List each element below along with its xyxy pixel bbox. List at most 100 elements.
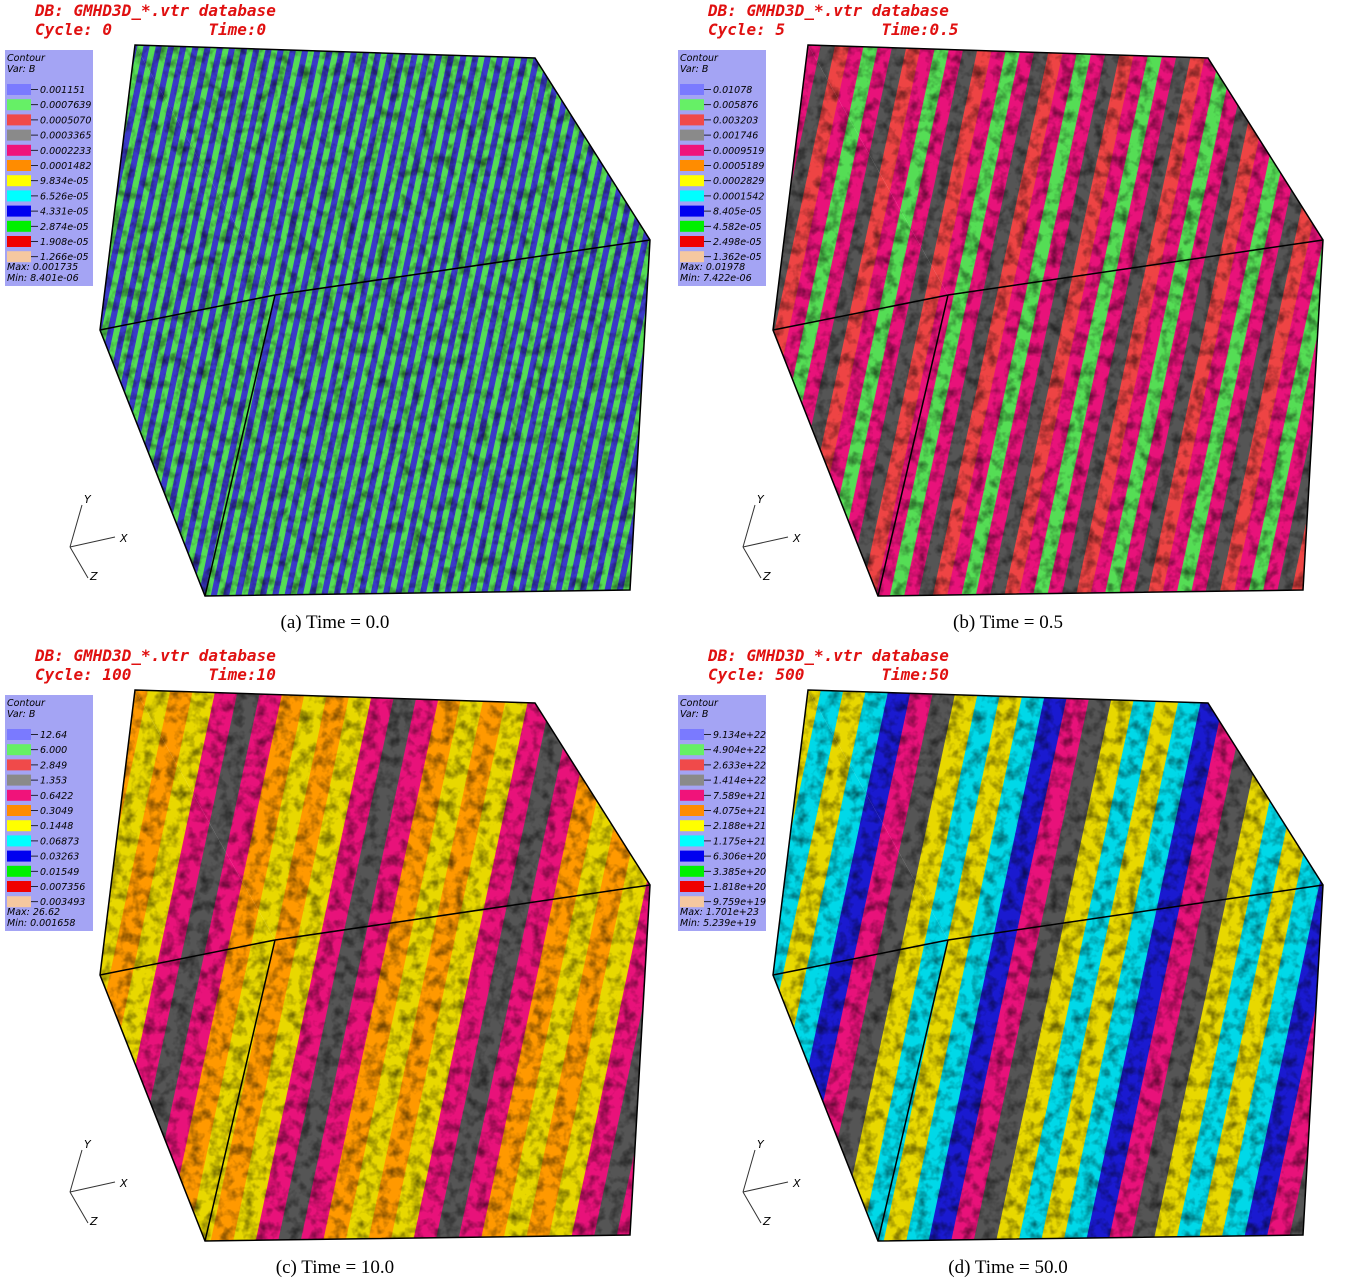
axis-triad-line — [743, 505, 755, 547]
db-header: Cycle: 5 Time:0.5 — [708, 20, 958, 39]
axis-triad-line — [70, 1192, 88, 1223]
cube-render — [100, 45, 650, 596]
caption: (d) Time = 50.0 — [948, 1257, 1067, 1278]
legend-level: 1.414e+22 — [713, 776, 766, 787]
legend-level: 0.01549 — [40, 867, 79, 878]
legend-level: 4.331e-05 — [40, 207, 89, 218]
axis-triad-label: Z — [762, 1215, 771, 1228]
legend-variable: Var: B — [680, 709, 708, 720]
db-header: DB: GMHD3D_*.vtr database — [707, 646, 949, 665]
legend-level: 0.005876 — [713, 100, 758, 111]
axis-triad-line — [70, 537, 115, 547]
legend-swatch — [680, 851, 704, 862]
legend-swatch — [680, 190, 704, 201]
axis-triad-line — [70, 1182, 115, 1192]
caption: (a) Time = 0.0 — [281, 612, 390, 633]
legend-max: Max: 0.01978 — [680, 262, 745, 273]
legend-level: 1.175e+21 — [713, 836, 766, 847]
legend-swatch — [7, 744, 31, 755]
legend-swatch — [7, 790, 31, 801]
legend-swatch — [680, 744, 704, 755]
legend-level: 0.0003365 — [40, 131, 91, 142]
legend-swatch — [680, 221, 704, 232]
legend-level: 0.0002829 — [713, 176, 764, 187]
axis-triad-label: Y — [84, 493, 92, 506]
legend-level: 0.06873 — [40, 836, 79, 847]
legend-level: 0.1448 — [40, 821, 73, 832]
legend-swatch — [7, 759, 31, 770]
axis-triad-line — [743, 1182, 788, 1192]
legend-swatch — [7, 851, 31, 862]
legend-level: 0.0001542 — [713, 191, 764, 202]
legend-level: 0.007356 — [40, 882, 85, 893]
legend-max: Max: 1.701e+23 — [680, 907, 759, 918]
cube-render — [100, 690, 650, 1241]
legend-level: 2.188e+21 — [713, 821, 766, 832]
legend-level: 0.3049 — [40, 806, 73, 817]
legend-swatch — [7, 206, 31, 217]
legend-level: 8.405e-05 — [713, 207, 762, 218]
axis-triad-label: Z — [89, 1215, 98, 1228]
legend-level: 0.0002233 — [40, 146, 91, 157]
legend-level: 9.134e+22 — [713, 730, 766, 741]
axis-triad-label: X — [119, 532, 128, 545]
caption: (c) Time = 10.0 — [276, 1257, 394, 1278]
axis-triad-line — [743, 1192, 761, 1223]
legend-level: 0.03263 — [40, 852, 79, 863]
legend-level: 1.353 — [40, 776, 67, 787]
axis-triad-line — [70, 505, 82, 547]
legend-swatch — [680, 729, 704, 740]
legend-swatch — [680, 790, 704, 801]
legend-level: 7.589e+21 — [713, 791, 766, 802]
legend-swatch — [7, 881, 31, 892]
legend-swatch — [680, 881, 704, 892]
legend-level: 4.904e+22 — [713, 745, 766, 756]
db-header: DB: GMHD3D_*.vtr database — [34, 646, 276, 665]
db-header: DB: GMHD3D_*.vtr database — [34, 1, 276, 20]
legend-level: 0.6422 — [40, 791, 73, 802]
legend-swatch — [7, 835, 31, 846]
legend-level: 12.64 — [40, 730, 67, 741]
legend-swatch — [680, 206, 704, 217]
axis-triad-line — [743, 1150, 755, 1192]
legend-swatch — [680, 759, 704, 770]
legend-swatch — [7, 236, 31, 247]
legend-swatch — [7, 896, 31, 907]
legend-level: 2.849 — [40, 760, 67, 771]
axis-triad-label: X — [792, 1177, 801, 1190]
legend: ContourVar: B0.0011510.00076390.00050700… — [5, 50, 93, 286]
db-header: Cycle: 100 Time:10 — [35, 665, 276, 684]
legend-level: 6.526e-05 — [40, 191, 89, 202]
legend-level: 0.01078 — [713, 85, 752, 96]
axis-triad-label: Y — [84, 1138, 92, 1151]
legend-swatch — [680, 236, 704, 247]
legend-swatch — [7, 145, 31, 156]
legend-swatch — [7, 130, 31, 141]
legend-title: Contour — [680, 53, 719, 64]
legend-swatch — [680, 175, 704, 186]
legend-level: 0.0005070 — [40, 115, 91, 126]
legend-min: Min: 0.001658 — [7, 918, 75, 929]
legend-min: Min: 7.422e-06 — [680, 273, 752, 284]
figure: DB: GMHD3D_*.vtr databaseCycle: 0 Time:0… — [0, 0, 1346, 1282]
axis-triad-label: Z — [89, 570, 98, 583]
legend-level: 0.0009519 — [713, 146, 764, 157]
legend-level: 1.908e-05 — [40, 237, 89, 248]
legend-swatch — [7, 251, 31, 262]
legend-swatch — [7, 99, 31, 110]
legend-variable: Var: B — [680, 64, 708, 75]
legend-swatch — [7, 805, 31, 816]
axis-triad-label: X — [792, 532, 801, 545]
legend-swatch — [7, 820, 31, 831]
legend-level: 0.001151 — [40, 85, 85, 96]
legend-level: 6.306e+20 — [713, 852, 766, 863]
legend-title: Contour — [680, 698, 719, 709]
legend-swatch — [680, 805, 704, 816]
legend-swatch — [7, 175, 31, 186]
caption: (b) Time = 0.5 — [953, 612, 1063, 633]
legend-swatch — [680, 145, 704, 156]
